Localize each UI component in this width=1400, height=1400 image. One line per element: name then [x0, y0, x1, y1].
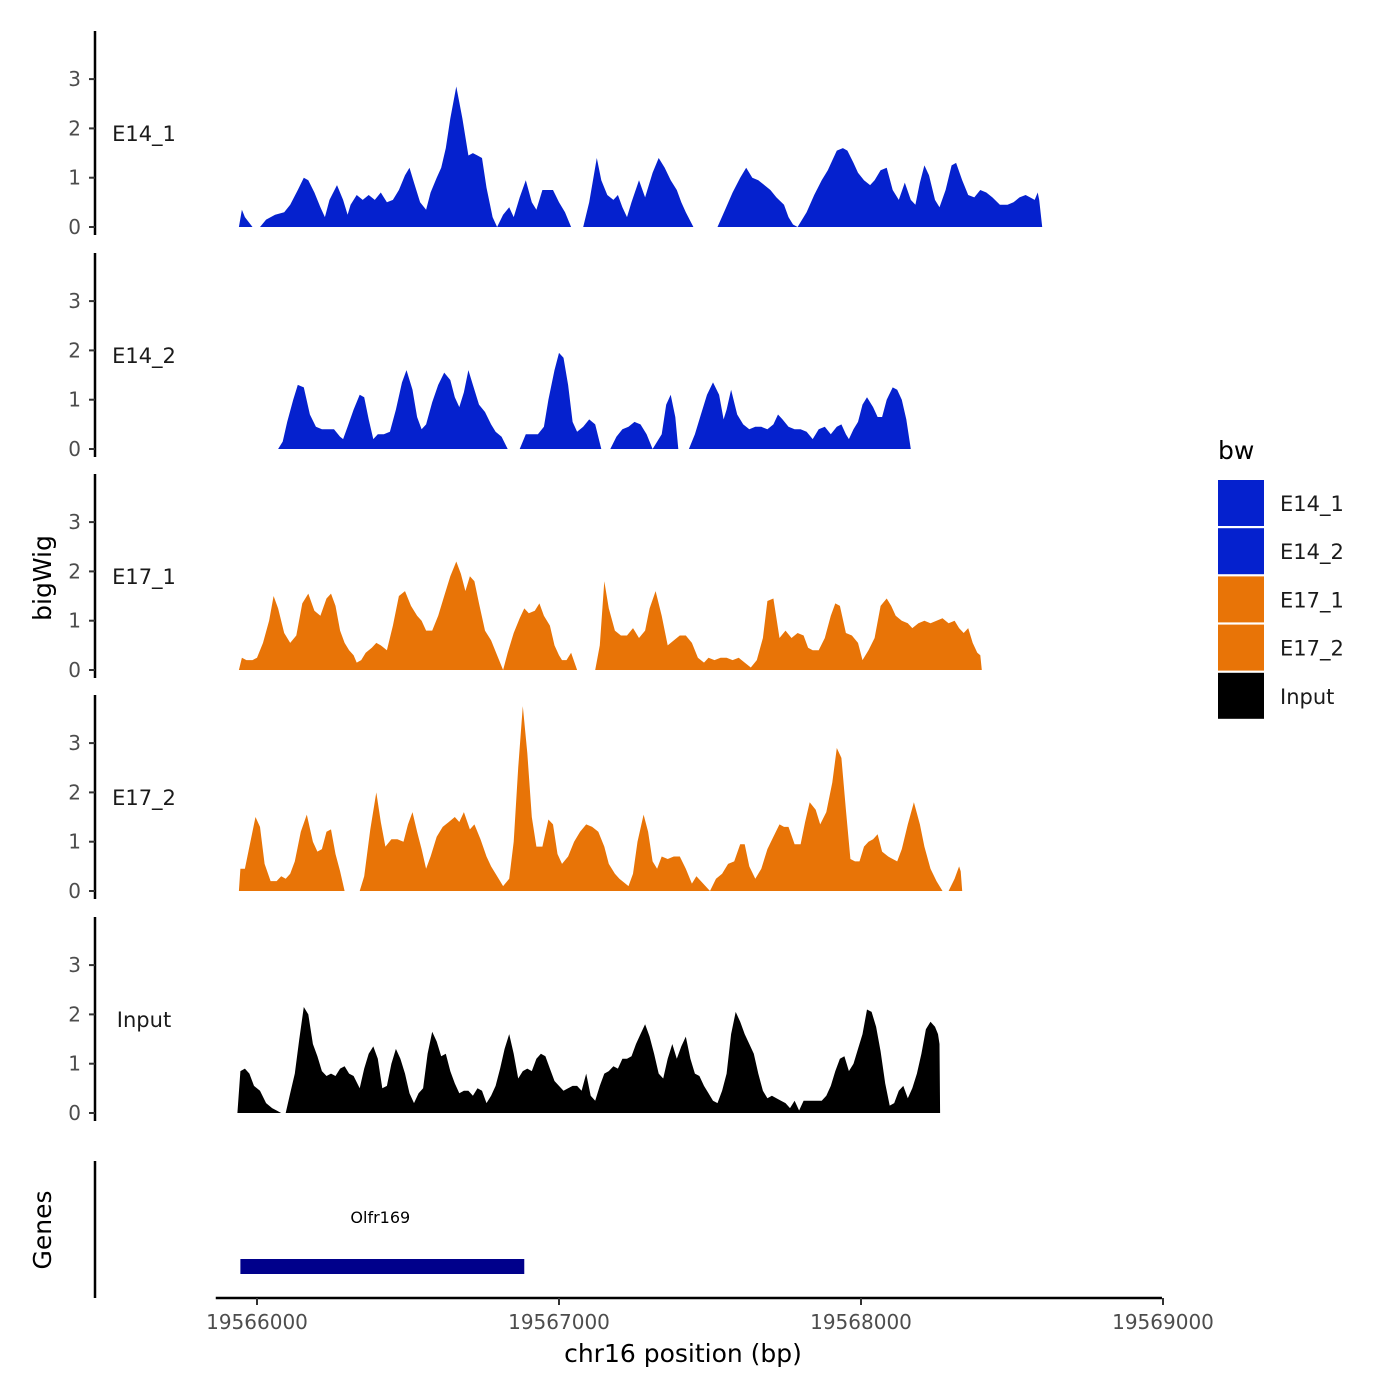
legend-label: Input — [1280, 685, 1334, 709]
legend-swatch-Input — [1218, 672, 1264, 719]
legend-swatch-E17_2 — [1218, 624, 1264, 671]
legend-label: E17_1 — [1280, 588, 1344, 613]
genes-axis-title: Genes — [28, 1190, 57, 1269]
x-tick-label: 19566000 — [206, 1310, 308, 1334]
legend-label: E14_1 — [1280, 492, 1344, 517]
x-tick-label: 19567000 — [508, 1310, 610, 1334]
y-tick-label: 2 — [68, 1002, 81, 1026]
y-tick-label: 0 — [68, 437, 81, 461]
gene-bar-Olfr169 — [240, 1259, 525, 1274]
legend-label: E14_2 — [1280, 540, 1344, 565]
y-tick-label: 3 — [68, 731, 81, 755]
gene-label: Olfr169 — [350, 1208, 410, 1227]
y-tick-label: 1 — [68, 609, 81, 633]
y-tick-label: 0 — [68, 879, 81, 903]
track-label: Input — [117, 1008, 171, 1032]
track-E17_1: 0 1 2 3 E17_1 — [68, 474, 982, 682]
legend-title: bw — [1218, 436, 1254, 465]
x-tick-label: 19569000 — [1112, 1310, 1214, 1334]
y-tick-label: 0 — [68, 1101, 81, 1125]
track-label: E17_1 — [112, 565, 176, 590]
y-tick-label: 1 — [68, 830, 81, 854]
legend-swatch-E17_1 — [1218, 576, 1264, 623]
legend-label: E17_2 — [1280, 637, 1344, 662]
y-tick-label: 1 — [68, 166, 81, 190]
y-tick-label: 2 — [68, 116, 81, 140]
y-tick-label: 3 — [68, 953, 81, 977]
genes-layer: Olfr169 — [93, 1161, 525, 1298]
track-E14_2: 0 1 2 3 E14_2 — [68, 253, 911, 461]
legend-swatch-E14_2 — [1218, 528, 1264, 575]
track-label: E14_1 — [112, 122, 176, 147]
legend-swatch-E14_1 — [1218, 480, 1264, 526]
signal-area-E14_2 — [278, 352, 911, 449]
track-Input: 0 1 2 3 Input — [68, 917, 941, 1125]
track-label: E17_2 — [112, 786, 176, 811]
track-label: E14_2 — [112, 344, 176, 369]
signal-area-Input — [237, 1007, 941, 1113]
signal-area-E14_1 — [238, 86, 1043, 227]
track-E14_1: 0 1 2 3 E14_1 — [68, 31, 1043, 239]
x-axis-title: chr16 position (bp) — [564, 1339, 802, 1368]
y-tick-label: 3 — [68, 67, 81, 91]
track-E17_2: 0 1 2 3 E17_2 — [68, 695, 963, 903]
y-tick-label: 1 — [68, 1052, 81, 1076]
y-tick-label: 2 — [68, 780, 81, 804]
y-tick-label: 0 — [68, 658, 81, 682]
x-axis: 19566000 19567000 19568000 19569000 — [206, 1296, 1214, 1334]
y-tick-label: 3 — [68, 289, 81, 313]
legend: E14_1 E14_2 E17_1 E17_2 Input — [1218, 480, 1344, 719]
y-tick-label: 1 — [68, 388, 81, 412]
tracks-layer: 0 1 2 3 E14_1 0 1 2 3 E14_2 0 1 2 3 E17_1 0 1 2 3 E17_2 0 1 2 3… — [68, 31, 1043, 1125]
y-tick-label: 2 — [68, 559, 81, 583]
y-tick-label: 2 — [68, 338, 81, 362]
x-tick-label: 19568000 — [810, 1310, 912, 1334]
y-axis-title: bigWig — [28, 535, 57, 621]
y-tick-label: 3 — [68, 510, 81, 534]
signal-area-E17_1 — [238, 561, 982, 670]
y-tick-label: 0 — [68, 215, 81, 239]
signal-area-E17_2 — [238, 706, 963, 891]
